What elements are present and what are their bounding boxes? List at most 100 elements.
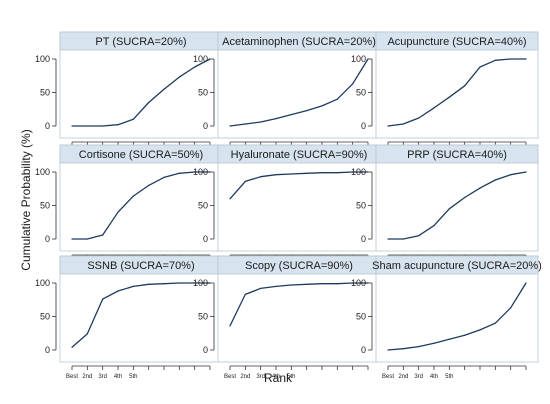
data-point [194,66,196,68]
y-tick-label: 50 [40,201,50,211]
panel-title: PT (SUCRA=20%) [95,36,186,48]
y-tick-label: 0 [45,345,50,355]
data-point [148,184,150,186]
data-point [448,208,450,210]
y-tick-label: 50 [356,88,366,98]
data-point [290,284,292,286]
panel-title: Scopy (SUCRA=90%) [245,260,353,272]
data-point [321,105,323,107]
series-line [387,282,527,351]
panel-title-bar [375,144,539,164]
x-tick-label: 5th [129,374,137,380]
data-point [260,121,262,123]
data-point [387,125,389,127]
data-point [494,59,496,61]
panel-title: Sham acupuncture (SUCRA=20%) [372,260,542,272]
y-tick-label: 100 [35,167,50,177]
y-tick-label: 0 [361,345,366,355]
y-tick-label: 100 [351,167,366,177]
data-point [402,238,404,240]
x-tick-label: 4th [430,374,438,380]
y-tick-label: 100 [193,54,208,64]
data-point [352,83,354,85]
data-point [86,333,88,335]
data-point [71,346,73,348]
series-line [71,282,210,348]
x-tick-label: 4th [114,374,122,380]
x-tick-label: 5th [445,374,453,380]
data-point [525,171,527,173]
x-tick-label: 5th [287,374,295,380]
data-point [290,114,292,116]
data-point [464,196,466,199]
y-tick-label: 50 [198,312,208,322]
data-point [148,283,150,285]
data-point [163,283,165,285]
y-tick-label: 50 [356,201,366,211]
data-point [418,117,420,119]
y-tick-label: 100 [35,278,50,288]
y-tick-label: 50 [356,312,366,322]
data-point [229,125,231,127]
panel-7: SSNB (SUCRA=70%) 0 50 100 Best 2nd 3rd 4th 5th [35,255,223,380]
data-point [117,290,119,292]
y-tick-label: 100 [351,54,366,64]
y-tick-label: 100 [35,54,50,64]
data-point [418,346,420,348]
data-point [306,109,308,112]
data-point [510,58,512,60]
y-tick-label: 0 [203,121,208,131]
y-tick-label: 100 [351,278,366,288]
data-point [102,125,104,127]
panel-title: Acupuncture (SUCRA=40%) [387,36,526,48]
data-point [71,238,73,240]
y-axis-label: Cumulative Probability (%) [19,129,33,270]
data-point [275,285,277,287]
x-tick-label: 2nd [240,374,250,380]
data-point [336,172,338,174]
data-point [418,235,420,237]
x-tick-label: 3rd [98,374,107,380]
data-point [352,171,354,173]
y-tick-label: 50 [198,201,208,211]
data-point [244,180,246,182]
panel-4: Cortisone (SUCRA=50%) 0 50 100 [35,144,223,259]
data-point [86,125,88,127]
data-point [510,174,512,176]
data-point [464,334,466,336]
y-tick-label: 50 [40,88,50,98]
panel-title: Hyaluronate (SUCRA=90%) [231,149,368,161]
data-point [244,123,246,125]
data-point [229,198,231,200]
data-point [102,298,104,300]
data-point [163,88,165,90]
data-point [479,329,481,331]
panel-title: Cortisone (SUCRA=50%) [79,149,203,161]
y-tick-label: 0 [203,234,208,244]
data-point [479,187,481,189]
data-point [229,325,231,327]
data-point [148,101,150,104]
y-tick-label: 0 [361,234,366,244]
series-line [388,171,527,240]
panel-5: Hyaluronate (SUCRA=90%) 0 50 100 [193,144,381,259]
panel-8: Scopy (SUCRA=90%) 0 50 100 Best 2nd 3rd 4th 5th [193,255,381,380]
panel-title-bar [375,31,539,51]
y-tick-label: 100 [193,167,208,177]
y-tick-label: 100 [193,278,208,288]
x-tick-label: Best [224,374,236,380]
series-line [229,282,368,327]
data-point [275,174,277,176]
x-axis-label: Rank [264,371,293,385]
x-tick-label: 3rd [414,374,423,380]
data-point [178,282,180,284]
data-point [387,238,389,240]
data-point [433,107,435,109]
data-point [290,173,292,175]
series-line [229,58,369,127]
data-point [387,349,389,351]
panel-title-bar [375,255,539,275]
data-point [494,322,496,324]
data-point [275,118,277,120]
data-point [244,293,246,295]
